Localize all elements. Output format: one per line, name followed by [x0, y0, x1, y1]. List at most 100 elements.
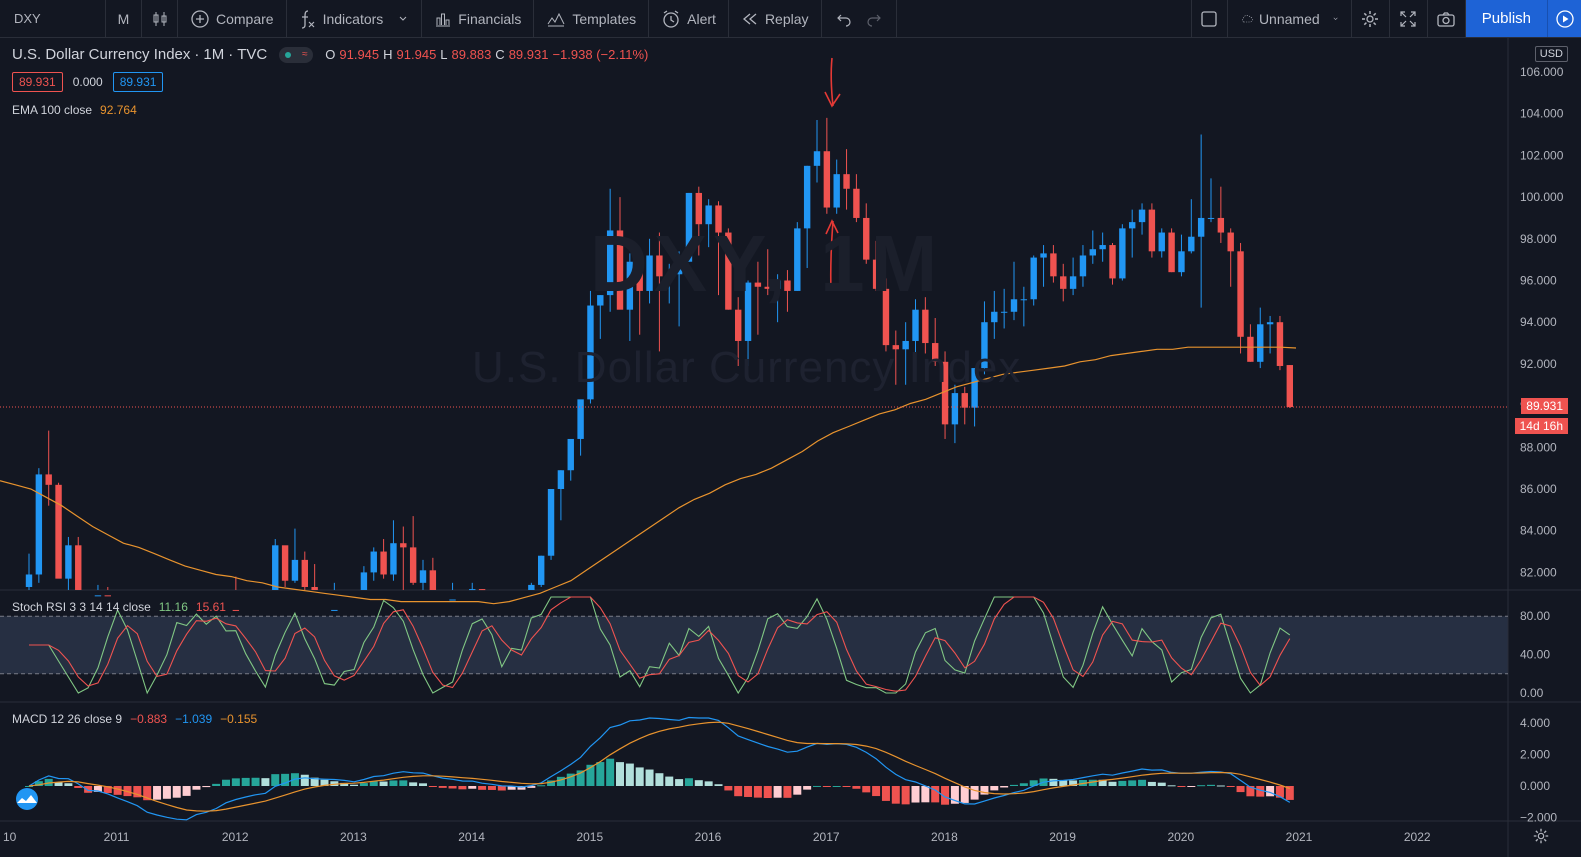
macd-hist-bar [635, 767, 644, 786]
candle-body [626, 261, 634, 310]
compare-button[interactable]: Compare [178, 0, 287, 37]
fullscreen-button[interactable] [1390, 0, 1428, 37]
candle-body [104, 595, 111, 597]
candle-body [951, 393, 959, 425]
macd-hist-bar [517, 786, 526, 790]
high-label: H [383, 47, 393, 62]
replay-button[interactable]: Replay [729, 0, 822, 37]
price-tick-label: 104.000 [1520, 107, 1564, 121]
macd-tick-label: 2.000 [1520, 747, 1550, 761]
candle-body [1148, 209, 1156, 252]
low-value: 89.883 [451, 47, 492, 62]
candle-body [75, 545, 82, 590]
square-icon [1201, 10, 1217, 27]
camera-icon [1437, 11, 1455, 27]
candle-body [370, 551, 377, 573]
layout-name-button[interactable]: Unnamed [1228, 0, 1352, 37]
chart-type-button[interactable] [142, 0, 178, 37]
macd-hist-bar [901, 786, 910, 805]
macd-hist-bar [300, 774, 309, 786]
candle-body [311, 586, 318, 590]
price-axis[interactable]: 106.000 104.000 102.000 100.000 98.000 96.000… [1520, 65, 1564, 579]
candle-body [25, 574, 33, 587]
candle-body [1217, 217, 1225, 233]
sell-price-box[interactable]: 89.931 [12, 72, 63, 92]
macd-hist-bar [606, 758, 615, 786]
macd-hist-bar [1167, 785, 1176, 787]
macd-hist-bar [448, 786, 457, 789]
replay-icon [742, 13, 757, 24]
symbol-search-button[interactable]: DXY [0, 0, 106, 37]
open-label: O [325, 47, 336, 62]
alert-label: Alert [687, 10, 716, 27]
alert-button[interactable]: Alert [649, 0, 729, 37]
snapshot-button[interactable] [1428, 0, 1466, 37]
market-status-badge[interactable]: ≈ [279, 46, 314, 63]
macd-hist-bar [813, 785, 821, 787]
buy-price-box[interactable]: 89.931 [112, 72, 164, 92]
close-label: C [495, 47, 505, 62]
indicators-button[interactable]: Indicators [287, 0, 423, 37]
publish-button[interactable]: Publish [1465, 0, 1547, 37]
macd-hist-bar [1000, 786, 1009, 788]
macd-hist-bar [1029, 780, 1038, 786]
axis-settings-gear-icon[interactable] [1532, 827, 1550, 845]
candle-body [902, 340, 909, 350]
time-tick-label: 2022 [1404, 830, 1431, 844]
macd-hist-bar [369, 781, 378, 786]
compare-label: Compare [216, 10, 274, 27]
macd-hist-bar [428, 786, 437, 787]
candle-body [1119, 228, 1126, 279]
templates-button[interactable]: Templates [534, 0, 650, 37]
tradingview-logo[interactable] [12, 788, 42, 810]
candle-body [715, 205, 722, 233]
delayed-data-icon: ≈ [302, 49, 308, 60]
watermark-description: U.S. Dollar Currency Index [472, 343, 1022, 392]
stoch-rsi-band [0, 616, 1508, 674]
stoch-axis[interactable]: 80.00 40.00 0.00 [1520, 609, 1550, 700]
macd-hist-bar [25, 786, 33, 787]
macd-hist-bar [1128, 780, 1137, 786]
undo-icon[interactable] [836, 11, 852, 27]
price-tick-label: 94.000 [1520, 315, 1557, 329]
macd-hist-bar [54, 782, 63, 786]
financials-button[interactable]: Financials [422, 0, 535, 37]
interval-button[interactable]: M [106, 0, 142, 37]
candle-body [695, 192, 702, 225]
macd-axis[interactable]: 4.000 2.000 0.000 −2.000 [1520, 716, 1557, 825]
time-tick-label: 2020 [1167, 830, 1194, 844]
macd-hist-bar [1275, 786, 1284, 798]
play-button[interactable] [1547, 0, 1581, 37]
macd-hist-bar [133, 786, 142, 798]
settings-button[interactable] [1352, 0, 1390, 37]
macd-hist-bar [1177, 786, 1186, 787]
chart-canvas[interactable]: 106.000104.000102.000100.00098.00096.000… [0, 38, 1581, 857]
time-tick-label: 2014 [458, 830, 485, 844]
candle-body [971, 368, 978, 408]
stoch-rsi-legend[interactable]: Stoch RSI 3 3 14 14 close 11.16 15.61 [12, 600, 226, 614]
candle-body [685, 192, 693, 262]
price-tick-label: 84.000 [1520, 524, 1557, 538]
layout-name-label: Unnamed [1258, 10, 1320, 27]
candle-body [94, 595, 102, 597]
time-axis[interactable]: 10 2011 2012 2013 2014 2015 2016 2017 2018 2019 20… [3, 830, 1431, 844]
ema-legend[interactable]: EMA 100 close 92.764 [12, 103, 137, 117]
macd-hist-bar [1266, 786, 1275, 797]
currency-label[interactable]: USD [1534, 46, 1568, 62]
candle-body [1069, 276, 1077, 289]
bid-ask-legend: 89.931 0.000 89.931 [12, 72, 164, 92]
macd-hist-bar [478, 786, 487, 790]
candle-body [754, 282, 762, 287]
macd-hist-bar [409, 782, 418, 786]
macd-hist-bar [458, 786, 467, 790]
legend-separator: · [228, 46, 234, 63]
macd-legend[interactable]: MACD 12 26 close 9 −0.883 −1.039 −0.155 [12, 712, 257, 726]
redo-icon[interactable] [866, 11, 882, 27]
macd-hist-bar [891, 786, 900, 804]
candle-body [1237, 251, 1244, 337]
candle-body [65, 545, 72, 579]
macd-hist-bar [419, 783, 427, 786]
macd-hist-bar [852, 786, 861, 789]
candle-body [1266, 322, 1274, 325]
select-layout-button[interactable] [1192, 0, 1228, 37]
